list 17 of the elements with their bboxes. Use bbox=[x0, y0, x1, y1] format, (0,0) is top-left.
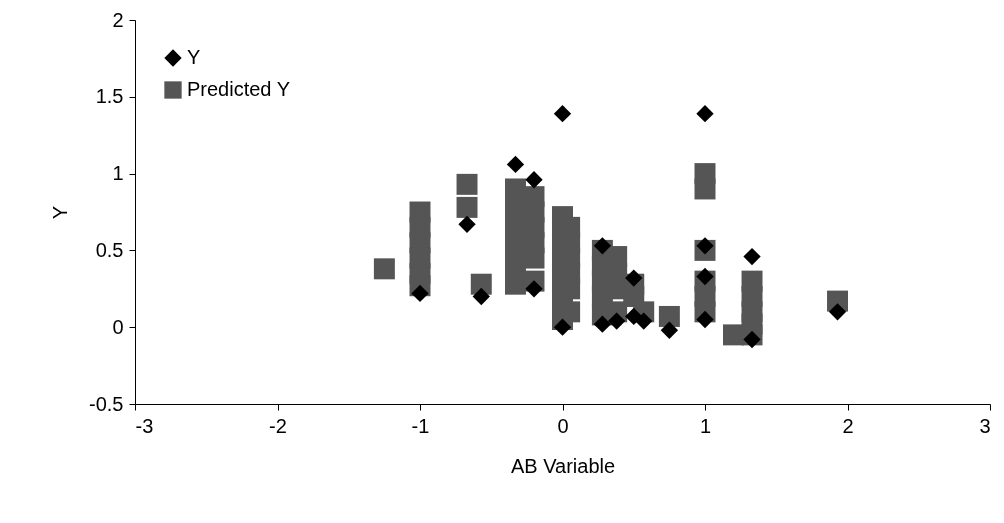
x-tick-label: 3 bbox=[979, 414, 991, 437]
x-tick-label: 0 bbox=[557, 414, 569, 437]
x-axis-title: AB Variable bbox=[510, 454, 616, 477]
y-tick-label: 1.5 bbox=[95, 85, 124, 108]
x-tick-label: -2 bbox=[269, 414, 287, 437]
y-tick-label: 1 bbox=[112, 162, 124, 185]
y-tick-label: 0 bbox=[112, 315, 124, 338]
y-tick-label: 0.5 bbox=[95, 238, 124, 261]
y-axis-title: Y bbox=[49, 205, 72, 220]
y-tick-label: 2 bbox=[112, 8, 124, 31]
x-tick-label: 1 bbox=[699, 414, 712, 437]
x-tick-label: 2 bbox=[842, 414, 854, 437]
legend-label: Predicted Y bbox=[187, 78, 291, 100]
x-tick-label: -3 bbox=[135, 414, 154, 437]
y-tick-label: -0.5 bbox=[89, 392, 124, 415]
legend-label: Y bbox=[187, 46, 201, 68]
x-tick-label: -1 bbox=[411, 414, 430, 437]
